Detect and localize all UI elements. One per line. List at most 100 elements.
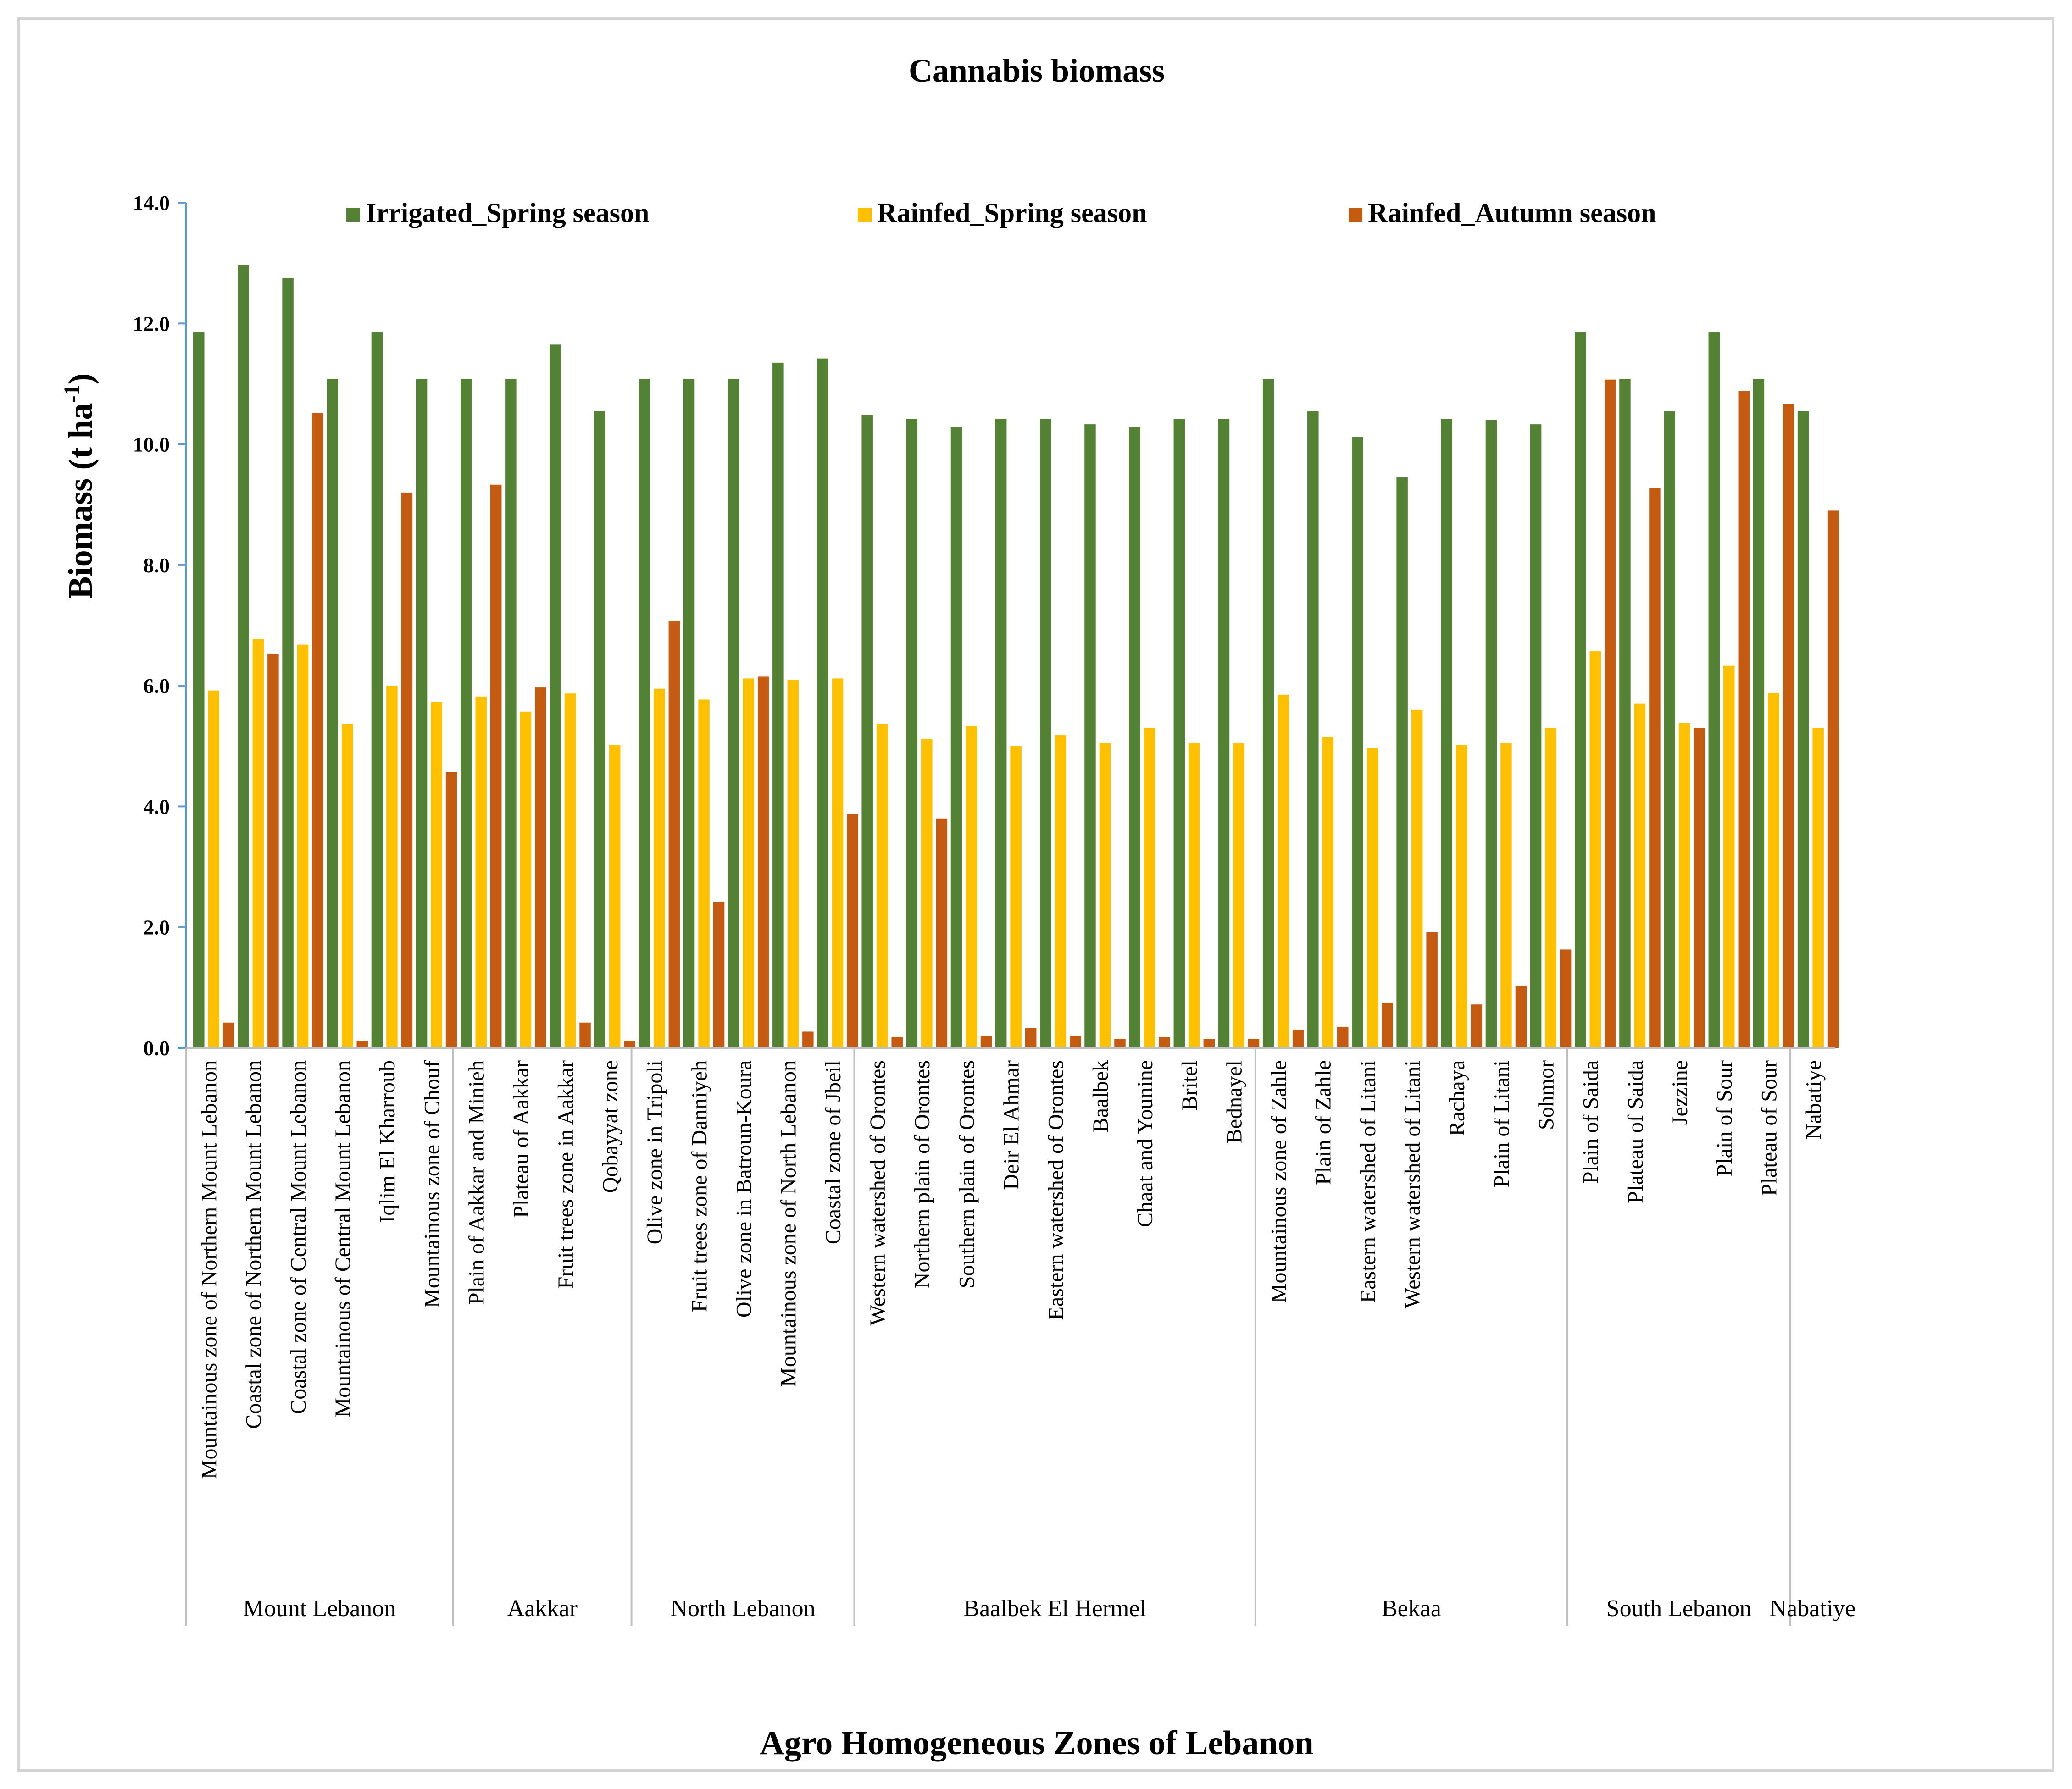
- bar-rainfed-spring: [386, 686, 398, 1048]
- bar-rainfed-spring: [1055, 735, 1067, 1048]
- bar-rainfed-autumn: [1070, 1036, 1081, 1048]
- bar-irrigated-spring: [193, 332, 205, 1048]
- bar-rainfed-spring: [1367, 748, 1378, 1048]
- bar-rainfed-autumn: [1159, 1037, 1170, 1048]
- bar-rainfed-autumn: [356, 1041, 368, 1048]
- bar-irrigated-spring: [861, 415, 873, 1048]
- category-label: Plain of Saida: [1579, 1060, 1603, 1184]
- bar-irrigated-spring: [1797, 411, 1809, 1048]
- bar-rainfed-autumn: [668, 621, 680, 1048]
- bar-rainfed-autumn: [802, 1031, 814, 1048]
- bar-irrigated-spring: [772, 362, 784, 1048]
- y-tick-label: 10.0: [133, 433, 170, 456]
- category-label: Sohmor: [1534, 1060, 1558, 1130]
- bar-rainfed-autumn: [1560, 949, 1572, 1048]
- category-label: Coastal zone of Northern Mount Lebanon: [242, 1060, 266, 1429]
- bar-rainfed-spring: [1589, 651, 1601, 1048]
- bar-rainfed-spring: [208, 690, 219, 1048]
- bar-rainfed-autumn: [579, 1022, 591, 1048]
- bar-irrigated-spring: [416, 379, 428, 1048]
- bar-rainfed-spring: [297, 644, 309, 1048]
- category-label: Mountainous zone of North Lebanon: [777, 1060, 801, 1387]
- category-label: Plateau of Aakkar: [509, 1060, 533, 1218]
- category-label: Eastern watershed of Orontes: [1044, 1060, 1068, 1320]
- bar-rainfed-spring: [341, 724, 353, 1048]
- bar-rainfed-spring: [787, 679, 799, 1048]
- bar-rainfed-spring: [1099, 743, 1111, 1048]
- bar-rainfed-spring: [431, 702, 442, 1048]
- group-label: South Lebanon: [1606, 1595, 1751, 1622]
- bar-rainfed-spring: [1456, 745, 1467, 1048]
- bar-rainfed-spring: [1812, 728, 1824, 1048]
- bar-rainfed-spring: [1010, 746, 1022, 1048]
- bar-irrigated-spring: [906, 419, 918, 1048]
- category-label: Jezzine: [1668, 1060, 1692, 1125]
- bar-rainfed-spring: [832, 678, 844, 1048]
- category-label: Fruit trees zone in Aakkar: [554, 1060, 578, 1289]
- category-label: Eastern watershed of Litani: [1356, 1060, 1380, 1303]
- category-label: Northern plain of Orontes: [910, 1060, 934, 1288]
- legend-label: Irrigated_Spring season: [366, 198, 649, 228]
- y-tick-label: 4.0: [144, 795, 170, 818]
- bar-rainfed-autumn: [1114, 1039, 1126, 1048]
- bar-irrigated-spring: [1396, 477, 1408, 1048]
- bar-rainfed-spring: [876, 724, 888, 1048]
- bar-irrigated-spring: [1084, 424, 1096, 1048]
- bar-rainfed-spring: [1322, 737, 1334, 1048]
- bar-irrigated-spring: [460, 379, 472, 1048]
- bar-rainfed-spring: [743, 678, 754, 1048]
- category-label: Southern plain of Orontes: [955, 1060, 979, 1288]
- category-label: Plain of Sour: [1712, 1060, 1737, 1176]
- category-label: Rachaya: [1445, 1060, 1469, 1136]
- bar-rainfed-spring: [1189, 743, 1200, 1048]
- bar-rainfed-autumn: [401, 492, 413, 1048]
- bar-irrigated-spring: [1485, 420, 1497, 1048]
- bar-rainfed-spring: [1233, 743, 1244, 1048]
- bar-rainfed-autumn: [847, 814, 858, 1048]
- bar-rainfed-autumn: [267, 654, 279, 1048]
- category-label: Olive zone in Batroun-Koura: [732, 1060, 756, 1318]
- bar-irrigated-spring: [238, 265, 249, 1048]
- bar-irrigated-spring: [1708, 332, 1720, 1048]
- bar-rainfed-autumn: [1605, 379, 1616, 1048]
- bar-irrigated-spring: [683, 379, 695, 1048]
- bar-irrigated-spring: [639, 379, 650, 1048]
- legend-label: Rainfed_Spring season: [877, 198, 1147, 228]
- bar-rainfed-autumn: [445, 772, 457, 1048]
- bar-rainfed-autumn: [223, 1022, 234, 1048]
- bar-rainfed-spring: [564, 693, 576, 1048]
- bar-irrigated-spring: [1307, 411, 1319, 1048]
- category-label: Fruit trees zone of Danniyeh: [687, 1060, 711, 1312]
- legend-label: Rainfed_Autumn season: [1368, 198, 1656, 228]
- category-label: Deir El Ahmar: [1000, 1060, 1024, 1190]
- group-label: Baalbek El Hermel: [963, 1595, 1146, 1622]
- bar-rainfed-autumn: [312, 413, 323, 1048]
- bar-rainfed-autumn: [1025, 1028, 1037, 1048]
- category-label: Western watershed of Litani: [1400, 1060, 1425, 1308]
- bar-rainfed-spring: [520, 711, 532, 1048]
- bar-rainfed-autumn: [490, 484, 502, 1048]
- category-label: Western watershed of Orontes: [866, 1060, 890, 1326]
- y-axis-label: Biomass (t ha-1): [60, 373, 100, 599]
- bar-rainfed-spring: [609, 745, 621, 1048]
- bar-rainfed-spring: [1678, 723, 1690, 1048]
- category-label: Qobayyat zone: [598, 1060, 622, 1193]
- group-label: Nabatiye: [1770, 1595, 1856, 1622]
- bar-rainfed-autumn: [535, 687, 546, 1048]
- group-label: Aakkar: [507, 1595, 578, 1622]
- bar-rainfed-autumn: [1382, 1003, 1393, 1048]
- bar-rainfed-autumn: [1694, 728, 1705, 1048]
- category-label: Chaat and Younine: [1133, 1060, 1157, 1227]
- bar-irrigated-spring: [995, 419, 1007, 1048]
- bar-rainfed-spring: [698, 699, 710, 1048]
- category-label: Plain of Aakkar and Minieh: [465, 1060, 489, 1305]
- category-label: Plain of Litani: [1489, 1060, 1514, 1187]
- category-label: Mountainous zone of Chouf: [420, 1060, 444, 1308]
- bar-irrigated-spring: [1441, 419, 1453, 1048]
- bar-irrigated-spring: [817, 358, 828, 1048]
- category-label: Bednayel: [1222, 1060, 1246, 1143]
- legend-swatch: [346, 208, 360, 222]
- legend-swatch: [858, 208, 872, 222]
- bar-rainfed-spring: [1411, 709, 1423, 1048]
